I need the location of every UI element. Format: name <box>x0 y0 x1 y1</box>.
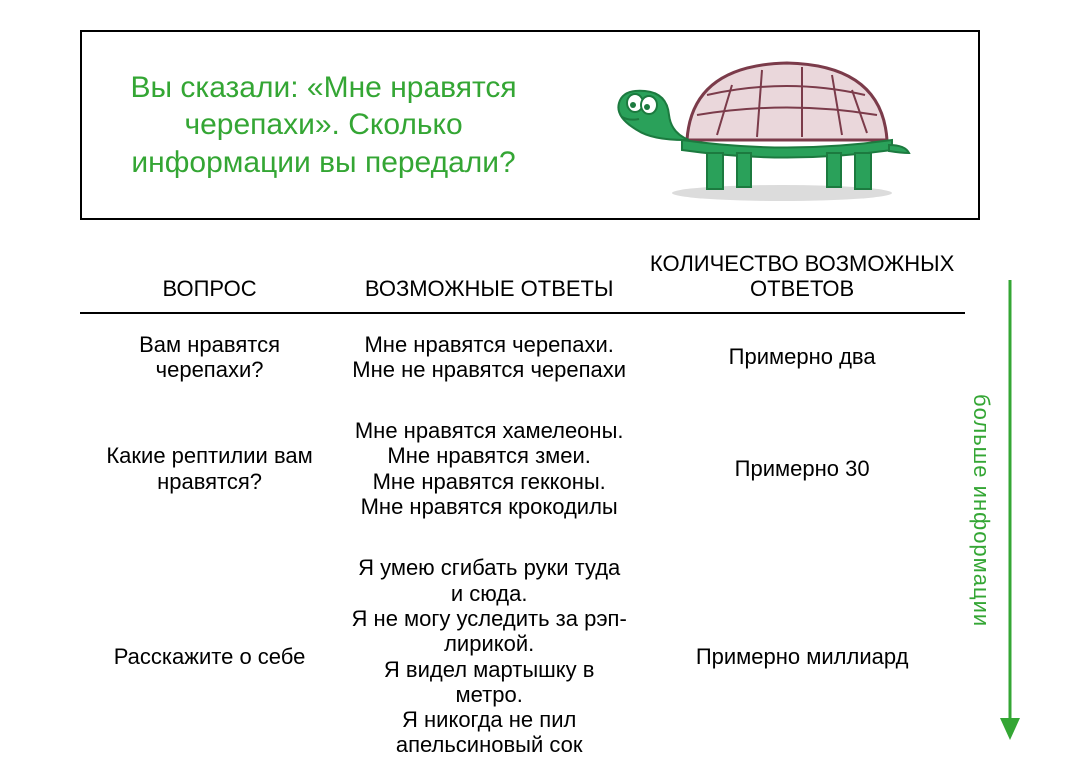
table-row: Какие рептилии вам нравятся? Мне нравятс… <box>80 400 965 537</box>
cell-question: Расскажите о себе <box>80 537 339 775</box>
answer-line: Я не могу уследить за рэп-лирикой. <box>349 606 629 657</box>
turtle-icon <box>597 45 917 205</box>
cell-answers: Я умею сгибать руки туда и сюда. Я не мо… <box>339 537 639 775</box>
answer-line: Мне нравятся крокодилы <box>349 494 629 519</box>
info-table: ВОПРОС ВОЗМОЖНЫЕ ОТВЕТЫ КОЛИЧЕСТВО ВОЗМО… <box>80 245 965 776</box>
cell-count: Примерно 30 <box>639 400 965 537</box>
more-info-arrow: больше информации <box>965 245 1025 776</box>
turtle-illustration <box>555 45 958 205</box>
cell-question: Какие рептилии вам нравятся? <box>80 400 339 537</box>
answer-line: Мне нравятся черепахи. <box>349 332 629 357</box>
col-header-question: ВОПРОС <box>80 245 339 313</box>
answer-line: Мне нравятся змеи. <box>349 443 629 468</box>
content-area: ВОПРОС ВОЗМОЖНЫЕ ОТВЕТЫ КОЛИЧЕСТВО ВОЗМО… <box>80 245 1025 776</box>
table-row: Вам нравятся черепахи? Мне нравятся чере… <box>80 313 965 401</box>
cell-answers: Мне нравятся черепахи. Мне не нравятся ч… <box>339 313 639 401</box>
cell-count: Примерно миллиард <box>639 537 965 775</box>
arrow-label: больше информации <box>968 394 994 627</box>
col-header-count: КОЛИЧЕСТВО ВОЗМОЖНЫХ ОТВЕТОВ <box>639 245 965 313</box>
table-body: Вам нравятся черепахи? Мне нравятся чере… <box>80 313 965 776</box>
cell-question: Вам нравятся черепахи? <box>80 313 339 401</box>
header-box: Вы сказали: «Мне нравятся черепахи». Ско… <box>80 30 980 220</box>
answer-line: Я никогда не пил апельсиновый сок <box>349 707 629 758</box>
answer-line: Мне нравятся хамелеоны. <box>349 418 629 443</box>
info-table-wrap: ВОПРОС ВОЗМОЖНЫЕ ОТВЕТЫ КОЛИЧЕСТВО ВОЗМО… <box>80 245 965 776</box>
table-header-row: ВОПРОС ВОЗМОЖНЫЕ ОТВЕТЫ КОЛИЧЕСТВО ВОЗМО… <box>80 245 965 313</box>
answer-line: Я видел мартышку в метро. <box>349 657 629 708</box>
cell-count: Примерно два <box>639 313 965 401</box>
header-text: Вы сказали: «Мне нравятся черепахи». Ско… <box>102 69 545 182</box>
col-header-answers: ВОЗМОЖНЫЕ ОТВЕТЫ <box>339 245 639 313</box>
answer-line: Мне не нравятся черепахи <box>349 357 629 382</box>
answer-line: Мне нравятся гекконы. <box>349 469 629 494</box>
cell-answers: Мне нравятся хамелеоны. Мне нравятся зме… <box>339 400 639 537</box>
table-row: Расскажите о себе Я умею сгибать руки ту… <box>80 537 965 775</box>
answer-line: Я умею сгибать руки туда и сюда. <box>349 555 629 606</box>
arrow-down-icon <box>998 280 1022 740</box>
